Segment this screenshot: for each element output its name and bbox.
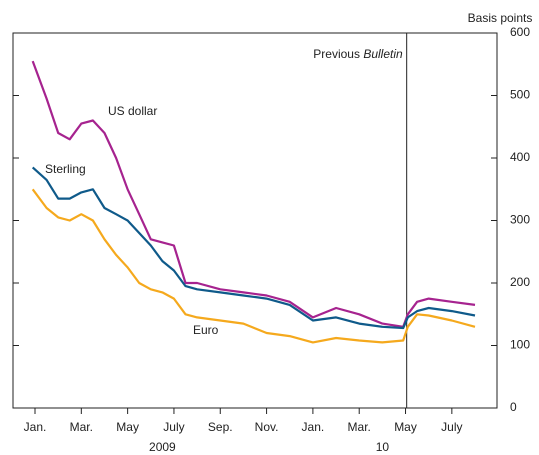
series-label: US dollar — [108, 104, 157, 118]
series-line — [31, 166, 476, 330]
x-tick-label: July — [163, 420, 184, 434]
series-label: Euro — [193, 323, 219, 337]
y-tick-label: 400 — [510, 150, 530, 164]
y-tick-label: 600 — [510, 25, 530, 39]
y-tick-label: 0 — [510, 400, 517, 414]
y-tick-label: 100 — [510, 338, 530, 352]
x-tick-label: Jan. — [302, 420, 325, 434]
x-tick-label: Nov. — [255, 420, 279, 434]
x-tick-label: Sep. — [208, 420, 233, 434]
x-tick-label: Mar. — [348, 420, 371, 434]
x-tick-label: July — [441, 420, 462, 434]
marker-label: Previous Bulletin — [313, 47, 403, 61]
series-line — [31, 188, 476, 344]
series-line — [31, 60, 476, 328]
y-tick-label: 200 — [510, 275, 530, 289]
x-tick-label: Jan. — [24, 420, 47, 434]
marker-label-text: Previous — [313, 47, 363, 61]
y-axis-label: Basis points — [468, 11, 533, 25]
x-tick-label: Mar. — [70, 420, 93, 434]
x-tick-label: May — [116, 420, 139, 434]
x-tick-label: May — [394, 420, 417, 434]
series-label: Sterling — [45, 162, 86, 176]
y-tick-label: 500 — [510, 88, 530, 102]
year-label: 10 — [376, 440, 390, 454]
y-tick-label: 300 — [510, 213, 530, 227]
plot-frame — [12, 32, 498, 409]
year-label: 2009 — [149, 440, 176, 454]
marker-label-italic: Bulletin — [363, 47, 403, 61]
